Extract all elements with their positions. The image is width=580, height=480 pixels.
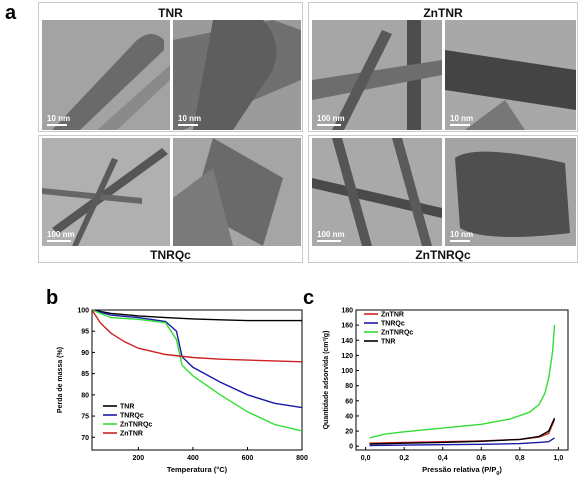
- panel-label-b: b: [46, 287, 59, 309]
- y-tick-label: 120: [341, 353, 353, 360]
- y-axis-label: Quantidade adsorvida (cm³/g): [323, 331, 330, 430]
- x-tick-label: 800: [296, 455, 308, 462]
- nanorod-illustration: [42, 20, 170, 130]
- tem-image: 10 nm: [445, 138, 576, 246]
- scale-bar: 100 nm: [317, 230, 345, 242]
- series-line-zntnr: [369, 419, 556, 444]
- y-tick-label: 40: [345, 413, 353, 420]
- isotherm-chart: 0,0 0,2 0,4 0,6 0,8 1,0 0 20 40 60 80 100 120 140 160 1…: [323, 308, 569, 477]
- scale-bar: 10 nm: [178, 114, 201, 126]
- series-line-tnr: [91, 309, 302, 322]
- y-tick-label: 140: [341, 338, 353, 345]
- nanorod-illustration: [173, 20, 301, 130]
- y-tick-label: 90: [81, 350, 89, 357]
- y-tick-label: 95: [81, 329, 89, 336]
- y-tick-label: 100: [77, 308, 89, 315]
- y-tick-label: 160: [341, 323, 353, 330]
- scale-bar: 10 nm: [450, 230, 473, 242]
- tem-title-zntnr: ZnTNR: [423, 6, 463, 20]
- series-line-zntnrqc: [91, 309, 303, 432]
- legend-label: ZnTNRQc: [381, 330, 413, 337]
- nanorod-illustration: [445, 20, 576, 130]
- nanorod-illustration: [42, 138, 170, 246]
- legend-label: TNRQc: [381, 321, 405, 328]
- tem-group-tnr: TNR 10 nm 10 nm: [38, 2, 303, 132]
- x-tick-label: 0,0: [361, 455, 371, 462]
- y-tick-label: 75: [81, 414, 89, 421]
- tem-image: 100 nm: [312, 138, 442, 246]
- y-tick-label: 80: [81, 392, 89, 399]
- x-axis-label: Temperatura (°C): [167, 465, 228, 474]
- tem-image: 10 nm: [445, 20, 576, 130]
- y-tick-label: 0: [349, 444, 353, 451]
- x-axis-label: Pressão relativa (P/P0): [422, 465, 502, 477]
- series-line-tnrqc: [369, 437, 555, 447]
- x-tick-label: 200: [133, 455, 145, 462]
- panel-label-c: c: [303, 287, 315, 309]
- tem-image: [173, 138, 301, 246]
- nanorod-illustration: [445, 138, 576, 246]
- tem-group-zntnr: ZnTNR 100 nm 10 nm: [308, 2, 578, 132]
- legend-label: ZnTNR: [120, 431, 143, 438]
- legend-label: ZnTNR: [381, 312, 404, 319]
- scale-bar: 100 nm: [317, 114, 345, 126]
- tem-title-tnrqc: TNRQc: [150, 248, 191, 262]
- scale-bar: 10 nm: [47, 114, 70, 126]
- x-tick-label: 400: [187, 455, 199, 462]
- y-tick-label: 60: [345, 398, 353, 405]
- legend-label: TNR: [120, 404, 134, 411]
- x-tick-label: 0,8: [515, 455, 525, 462]
- tem-title-tnr: TNR: [158, 6, 183, 20]
- plot-frame: [355, 309, 569, 451]
- y-tick-label: 70: [81, 435, 89, 442]
- legend-label: ZnTNRQc: [120, 422, 152, 429]
- series-line-zntnrqc: [369, 325, 556, 439]
- scale-bar: 100 nm: [47, 230, 75, 242]
- nanorod-illustration: [312, 20, 442, 130]
- nanorod-illustration: [173, 138, 301, 246]
- y-tick-label: 20: [345, 429, 353, 436]
- y-tick-label: 180: [341, 308, 353, 315]
- tem-image: 100 nm: [312, 20, 442, 130]
- x-tick-label: 0,2: [399, 455, 409, 462]
- y-axis-label: Perda de massa (%): [57, 347, 64, 413]
- x-tick-label: 600: [242, 455, 254, 462]
- scale-bar: 10 nm: [450, 114, 473, 126]
- x-tick-label: 0,6: [476, 455, 486, 462]
- tem-image: 100 nm: [42, 138, 170, 246]
- x-tick-label: 1,0: [553, 455, 563, 462]
- tga-chart: 200 400 600 800 70 75 80 85 90 95 100 Temperatura (…: [57, 308, 308, 475]
- legend-label: TNR: [381, 339, 395, 346]
- nanorod-illustration: [312, 138, 442, 246]
- y-tick-label: 100: [341, 368, 353, 375]
- tem-group-zntnrqc: 100 nm 10 nm ZnTNRQc: [308, 135, 578, 263]
- panel-label-a: a: [5, 2, 17, 24]
- tem-image: 10 nm: [42, 20, 170, 130]
- y-tick-label: 85: [81, 371, 89, 378]
- tem-image: 10 nm: [173, 20, 301, 130]
- series-line-tnr: [369, 417, 556, 445]
- x-tick-label: 0,4: [438, 455, 448, 462]
- tem-title-zntnrqc: ZnTNRQc: [415, 248, 471, 262]
- series-line-tnrqc: [91, 309, 303, 409]
- tem-group-tnrqc: 100 nm TNRQc: [38, 135, 303, 263]
- legend-label: TNRQc: [120, 413, 144, 420]
- y-tick-label: 80: [345, 383, 353, 390]
- plot-frame: [91, 309, 303, 451]
- series-line-zntnr: [91, 309, 303, 363]
